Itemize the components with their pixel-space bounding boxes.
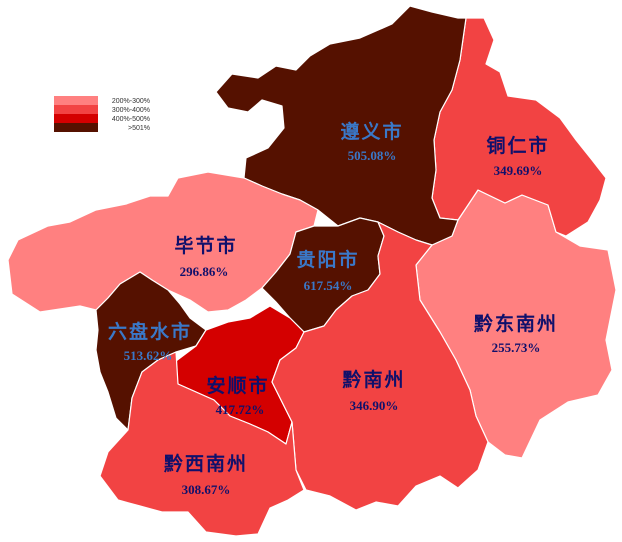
region-label-qiandongnan: 黔东南州 [474,312,558,335]
region-qiannan[interactable] [271,221,489,511]
legend-swatch [54,114,98,123]
region-label-bijie: 毕节市 [174,234,237,257]
region-label-anshun: 安顺市 [206,374,269,397]
region-label-tongren: 铜仁市 [486,134,549,157]
region-value-tongren: 349.69% [494,163,543,178]
region-label-liupanshui: 六盘水市 [108,320,192,343]
region-value-qiannan: 346.90% [350,398,399,413]
region-value-bijie: 296.86% [180,264,229,279]
legend-label: >501% [128,125,150,132]
regions-layer [7,5,617,537]
region-label-qiannan: 黔南州 [342,368,405,391]
region-value-guiyang: 617.54% [304,278,353,293]
region-value-liupanshui: 513.62% [124,348,173,363]
region-label-qianxinan: 黔西南州 [164,452,248,475]
legend-swatch [54,105,98,114]
region-label-guiyang: 贵阳市 [296,248,359,271]
region-qianxinan[interactable] [99,351,305,537]
region-label-zunyi: 遵义市 [340,120,403,143]
region-value-qianxinan: 308.67% [182,482,231,497]
legend-swatch [54,96,98,105]
region-value-anshun: 417.72% [216,402,265,417]
region-value-qiandongnan: 255.73% [492,340,541,355]
region-value-zunyi: 505.08% [348,148,397,163]
legend-swatch [54,123,98,132]
legend-label: 200%-300% [112,98,150,105]
legend-label: 300%-400% [112,107,150,114]
legend-label: 400%-500% [112,116,150,123]
legend: 200%-300% 300%-400% 400%-500% >501% [54,96,150,132]
labels-layer: 遵义市 505.08% 铜仁市 349.69% 毕节市 296.86% 贵阳市 … [108,120,558,497]
